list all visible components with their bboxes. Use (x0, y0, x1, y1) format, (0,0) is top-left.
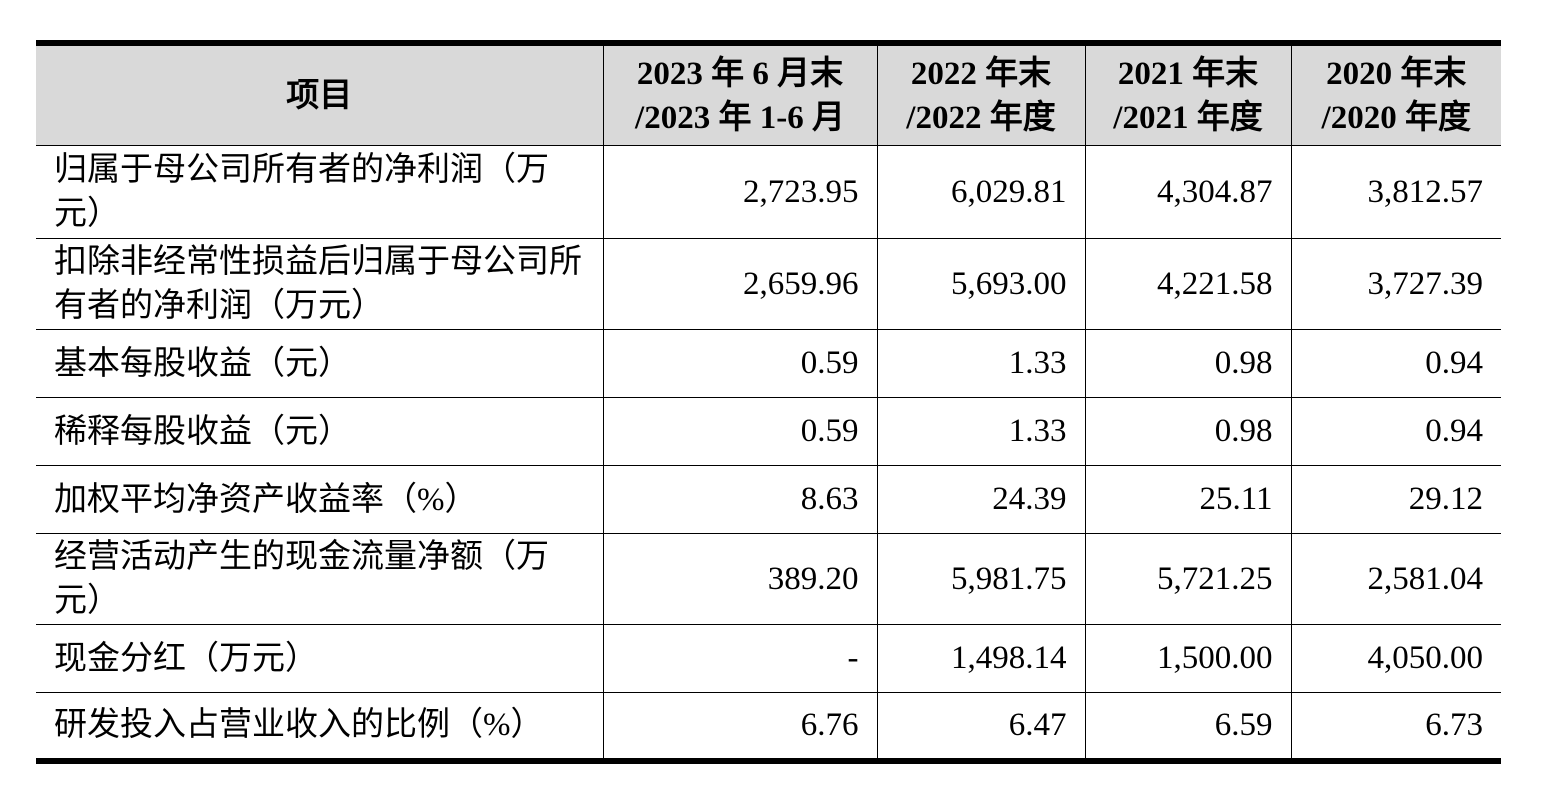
header-row: 项目 2023 年 6 月末 /2023 年 1-6 月 2022 年末 /20… (36, 42, 1501, 146)
header-2020-line2: /2020 年度 (1321, 99, 1471, 136)
header-2023h1-line1: 2023 年 6 月末 (636, 55, 844, 92)
cell-value: 1.33 (876, 397, 1086, 466)
table-row: 扣除非经常性损益后归属于母公司所有者的净利润（万元） 2,659.96 5,69… (36, 238, 1501, 330)
cell-value: 2,659.96 (602, 238, 878, 330)
table-row: 归属于母公司所有者的净利润（万元） 2,723.95 6,029.81 4,30… (36, 145, 1501, 239)
cell-value: 6.47 (876, 692, 1086, 761)
financial-indicators-table: 项目 2023 年 6 月末 /2023 年 1-6 月 2022 年末 /20… (36, 40, 1501, 764)
table-row: 经营活动产生的现金流量净额（万元） 389.20 5,981.75 5,721.… (36, 533, 1501, 625)
row-label: 稀释每股收益（元） (36, 397, 604, 466)
cell-value: 1.33 (876, 329, 1086, 398)
cell-value: 2,581.04 (1290, 533, 1501, 625)
table-row: 现金分红（万元） - 1,498.14 1,500.00 4,050.00 (36, 624, 1501, 693)
header-item-line: 项目 (286, 77, 353, 114)
cell-value: 1,500.00 (1084, 624, 1292, 693)
table-row: 基本每股收益（元） 0.59 1.33 0.98 0.94 (36, 329, 1501, 398)
table-body: 归属于母公司所有者的净利润（万元） 2,723.95 6,029.81 4,30… (36, 145, 1501, 761)
row-label: 归属于母公司所有者的净利润（万元） (36, 145, 604, 239)
row-label: 加权平均净资产收益率（%） (36, 465, 604, 534)
cell-value: 24.39 (876, 465, 1086, 534)
cell-value: 6.73 (1290, 692, 1501, 761)
row-label: 基本每股收益（元） (36, 329, 604, 398)
header-2023h1-line2: /2023 年 1-6 月 (635, 99, 845, 136)
row-label: 扣除非经常性损益后归属于母公司所有者的净利润（万元） (36, 238, 604, 330)
cell-value: 4,221.58 (1084, 238, 1292, 330)
cell-value: 0.94 (1290, 397, 1501, 466)
table-row: 加权平均净资产收益率（%） 8.63 24.39 25.11 29.12 (36, 465, 1501, 534)
header-2021-line1: 2021 年末 (1117, 55, 1259, 92)
header-2020: 2020 年末 /2020 年度 (1290, 42, 1501, 146)
header-2022: 2022 年末 /2022 年度 (876, 42, 1086, 146)
cell-value: 0.59 (602, 329, 878, 398)
cell-value: 5,693.00 (876, 238, 1086, 330)
header-2022-line2: /2022 年度 (906, 99, 1056, 136)
cell-value: 5,721.25 (1084, 533, 1292, 625)
cell-value: 25.11 (1084, 465, 1292, 534)
cell-value: 8.63 (602, 465, 878, 534)
cell-value: 389.20 (602, 533, 878, 625)
header-2020-line1: 2020 年末 (1326, 55, 1467, 92)
row-label: 现金分红（万元） (36, 624, 604, 693)
row-label: 研发投入占营业收入的比例（%） (36, 692, 604, 761)
cell-value: 4,050.00 (1290, 624, 1501, 693)
header-2021: 2021 年末 /2021 年度 (1084, 42, 1292, 146)
row-label: 经营活动产生的现金流量净额（万元） (36, 533, 604, 625)
cell-value: 4,304.87 (1084, 145, 1292, 239)
header-2023h1: 2023 年 6 月末 /2023 年 1-6 月 (602, 42, 878, 146)
cell-value: 0.59 (602, 397, 878, 466)
cell-value: 0.94 (1290, 329, 1501, 398)
cell-value: 3,812.57 (1290, 145, 1501, 239)
cell-value: 0.98 (1084, 329, 1292, 398)
cell-value: 6.59 (1084, 692, 1292, 761)
header-item: 项目 (36, 42, 604, 146)
cell-value: 2,723.95 (602, 145, 878, 239)
cell-value: 6,029.81 (876, 145, 1086, 239)
cell-value: 0.98 (1084, 397, 1292, 466)
cell-value: 6.76 (602, 692, 878, 761)
header-2021-line2: /2021 年度 (1113, 99, 1263, 136)
cell-value: 5,981.75 (876, 533, 1086, 625)
cell-value: 3,727.39 (1290, 238, 1501, 330)
cell-value: 29.12 (1290, 465, 1501, 534)
cell-value: - (602, 624, 878, 693)
header-2022-line1: 2022 年末 (910, 55, 1052, 92)
financial-table-container: 项目 2023 年 6 月末 /2023 年 1-6 月 2022 年末 /20… (36, 40, 1501, 764)
table-row: 研发投入占营业收入的比例（%） 6.76 6.47 6.59 6.73 (36, 692, 1501, 761)
cell-value: 1,498.14 (876, 624, 1086, 693)
table-header: 项目 2023 年 6 月末 /2023 年 1-6 月 2022 年末 /20… (36, 42, 1501, 146)
table-row: 稀释每股收益（元） 0.59 1.33 0.98 0.94 (36, 397, 1501, 466)
